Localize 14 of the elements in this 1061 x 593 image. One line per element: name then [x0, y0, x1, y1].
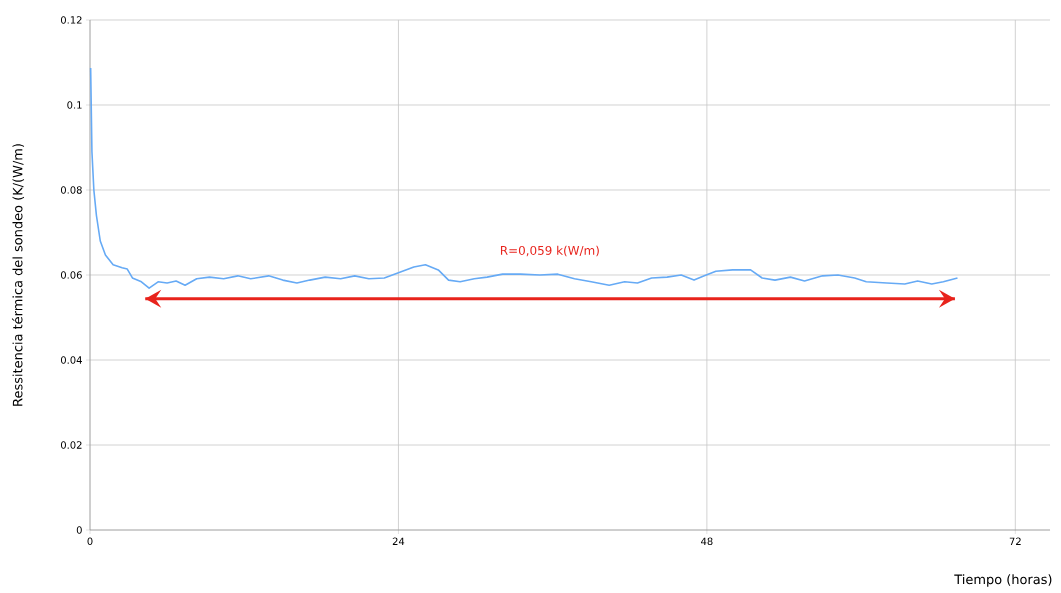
y-tick-label: 0.04 [60, 356, 82, 364]
y-axis-title: Ressitencia térmica del sondeo (K/(W/m) [11, 144, 25, 406]
x-tick-label: 48 [701, 537, 713, 546]
y-tick-label: 0.02 [60, 441, 82, 449]
x-tick-label: 72 [1009, 537, 1021, 545]
x-tick-label: 24 [392, 537, 405, 545]
annotation: R=0,059 k(W/m) [500, 245, 599, 257]
y-tick-label: 0 [76, 526, 82, 534]
x-axis-title: Tiempo (horas) [954, 574, 1052, 587]
y-tick-label: 0.06 [60, 271, 82, 279]
x-tick-label: 0 [87, 537, 93, 546]
y-tick-label: 0.08 [60, 186, 82, 194]
y-tick-label: 0.1 [67, 101, 82, 109]
y-tick-label: 0.12 [60, 16, 82, 24]
